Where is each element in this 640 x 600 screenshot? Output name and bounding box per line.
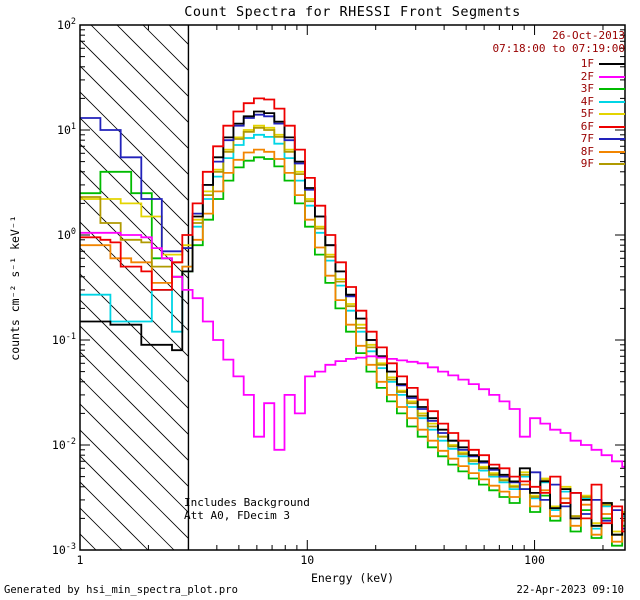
legend-entry-5F: 5F — [493, 108, 625, 121]
legend-entries: 1F 2F 3F 4F 5F 6F 7F 8F 9F — [493, 58, 625, 171]
legend-date: 26-Oct-2013 — [552, 29, 625, 42]
legend-swatch-9F — [599, 163, 625, 166]
legend-swatch-2F — [599, 75, 625, 78]
svg-text:10: 10 — [300, 553, 314, 567]
legend-entry-1F: 1F — [493, 58, 625, 71]
legend-swatch-7F — [599, 138, 625, 141]
footer-timestamp: 22-Apr-2023 09:10 — [516, 584, 624, 596]
legend-label-9F: 9F — [580, 157, 594, 171]
legend-label-8F: 8F — [580, 144, 594, 158]
y-axis-label: counts cm⁻² s⁻¹ keV⁻¹ — [8, 215, 22, 361]
plot-frame — [79, 24, 626, 551]
legend-entry-2F: 2F — [493, 69, 625, 84]
legend-swatch-5F — [599, 113, 625, 116]
svg-text:100: 100 — [57, 227, 76, 242]
x-axis-label: Energy (keV) — [310, 571, 395, 585]
svg-text:100: 100 — [524, 553, 545, 567]
legend-entry-7F: 7F — [493, 133, 625, 146]
legend-entry-4F: 4F — [493, 94, 625, 109]
legend-label-4F: 4F — [580, 94, 594, 108]
annotation-includes-background: Includes Background — [184, 496, 310, 509]
series-lines — [80, 97, 625, 547]
series-line-9F — [80, 126, 625, 536]
plot-title: Count Spectra for RHESSI Front Segments — [184, 4, 521, 20]
legend-label-6F: 6F — [580, 119, 594, 133]
legend: 26-Oct-2013 07:18:00 to 07:19:00 1F 2F 3F 4… — [493, 30, 625, 171]
annotation-attenuator-state: Att A0, FDecim 3 — [184, 509, 290, 522]
svg-text:1: 1 — [77, 553, 84, 567]
legend-label-2F: 2F — [580, 69, 594, 83]
legend-label-3F: 3F — [580, 82, 594, 96]
legend-swatch-6F — [599, 125, 625, 128]
series-line-3F — [80, 156, 625, 547]
svg-text:10-3: 10-3 — [52, 542, 76, 557]
legend-label-7F: 7F — [580, 132, 594, 146]
legend-entry-8F: 8F — [493, 144, 625, 159]
footer-generator: Generated by hsi_min_spectra_plot.pro — [4, 584, 238, 596]
tick-labels: 1 10 100 102 101 100 10-1 10-2 10-3 — [52, 17, 545, 567]
legend-entry-3F: 3F — [493, 83, 625, 96]
legend-swatch-1F — [599, 63, 625, 66]
legend-swatch-4F — [599, 100, 625, 103]
series-line-4F — [80, 133, 625, 536]
legend-swatch-8F — [599, 150, 625, 153]
series-line-6F — [80, 97, 625, 543]
svg-text:102: 102 — [57, 17, 76, 32]
legend-label-5F: 5F — [580, 107, 594, 121]
series-line-8F — [80, 148, 625, 543]
svg-text:101: 101 — [57, 122, 76, 137]
svg-text:10-2: 10-2 — [52, 437, 76, 452]
legend-swatch-3F — [599, 88, 625, 91]
annotation-block: Includes Background Att A0, FDecim 3 — [184, 496, 310, 522]
legend-label-1F: 1F — [580, 57, 594, 71]
legend-entry-6F: 6F — [493, 119, 625, 134]
legend-time-range: 07:18:00 to 07:19:00 — [492, 42, 625, 55]
series-line-2F — [80, 231, 625, 480]
svg-text:10-1: 10-1 — [52, 332, 76, 347]
legend-entry-9F: 9F — [493, 158, 625, 171]
